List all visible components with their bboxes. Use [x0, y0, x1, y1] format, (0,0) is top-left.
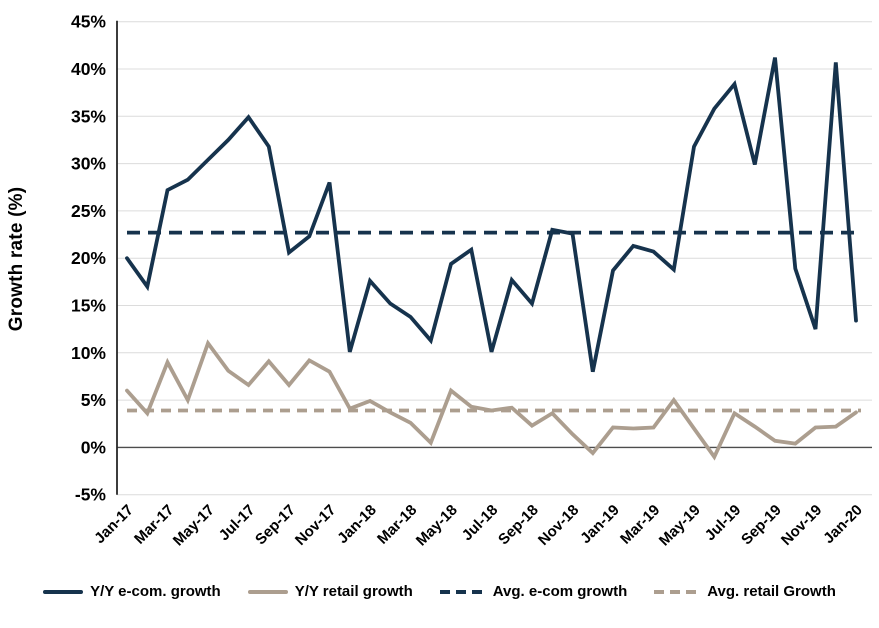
series-line-retail [125, 339, 858, 461]
x-tick-label: Sep-18 [495, 502, 542, 549]
x-tick-label: Nov-17 [292, 502, 339, 549]
legend-item-4: Avg. retail Growth [654, 583, 836, 600]
y-tick-label: 35% [71, 106, 106, 126]
legend: Y/Y e-com. growth Y/Y retail growth Avg. e… [0, 583, 879, 600]
legend-label: Avg. retail Growth [707, 583, 836, 600]
legend-item-2: Y/Y retail growth [247, 583, 413, 600]
x-tick-label: Jan-18 [334, 502, 380, 548]
y-tick-label: 5% [81, 390, 107, 410]
x-tick-label: Jan-17 [91, 502, 137, 548]
x-tick-label: May-19 [656, 502, 704, 550]
y-tick-label: 45% [71, 12, 106, 32]
legend-label: Avg. e-com growth [492, 583, 628, 600]
y-tick-label: 15% [71, 296, 106, 316]
y-tick-label: 0% [81, 437, 107, 457]
legend-swatch-dashed-4 [654, 589, 701, 594]
x-tick-label: Jul-17 [216, 502, 259, 545]
x-tick-label: Nov-18 [535, 502, 582, 549]
x-tick-label: Jan-20 [820, 502, 866, 548]
y-tick-label: 40% [71, 59, 106, 79]
y-axis-title: Growth rate (%) [6, 186, 27, 332]
legend-item-1: Y/Y e-com. growth [43, 583, 221, 600]
x-tick-label: Mar-18 [374, 502, 420, 548]
legend-swatch-solid-1 [43, 589, 84, 594]
legend-label: Y/Y retail growth [294, 583, 413, 600]
series-line-ecom [125, 57, 858, 373]
plot-area: 45%40%35%30%25%20%15%10%5%0%-5%Jan-17Mar… [71, 12, 872, 550]
legend-label: Y/Y e-com. growth [90, 583, 221, 600]
x-tick-label: May-18 [413, 502, 461, 550]
x-tick-label: Jul-19 [702, 502, 745, 545]
y-tick-label: 20% [71, 248, 106, 268]
x-tick-label: Mar-19 [617, 502, 663, 548]
x-tick-label: Nov-19 [778, 502, 825, 549]
x-tick-label: Sep-17 [252, 502, 299, 549]
x-tick-label: Sep-19 [738, 502, 785, 549]
x-tick-label: Mar-17 [131, 502, 177, 548]
legend-swatch-dashed-3 [439, 589, 486, 594]
y-tick-label: 30% [71, 154, 106, 174]
legend-swatch-solid-2 [247, 589, 288, 594]
x-tick-label: Jul-18 [459, 502, 502, 545]
y-tick-label: 10% [71, 343, 106, 363]
y-tick-label: 25% [71, 201, 106, 221]
x-tick-label: Jan-19 [577, 502, 623, 548]
legend-item-3: Avg. e-com growth [439, 583, 628, 600]
x-tick-label: May-17 [170, 502, 218, 550]
y-tick-label: -5% [75, 485, 107, 505]
